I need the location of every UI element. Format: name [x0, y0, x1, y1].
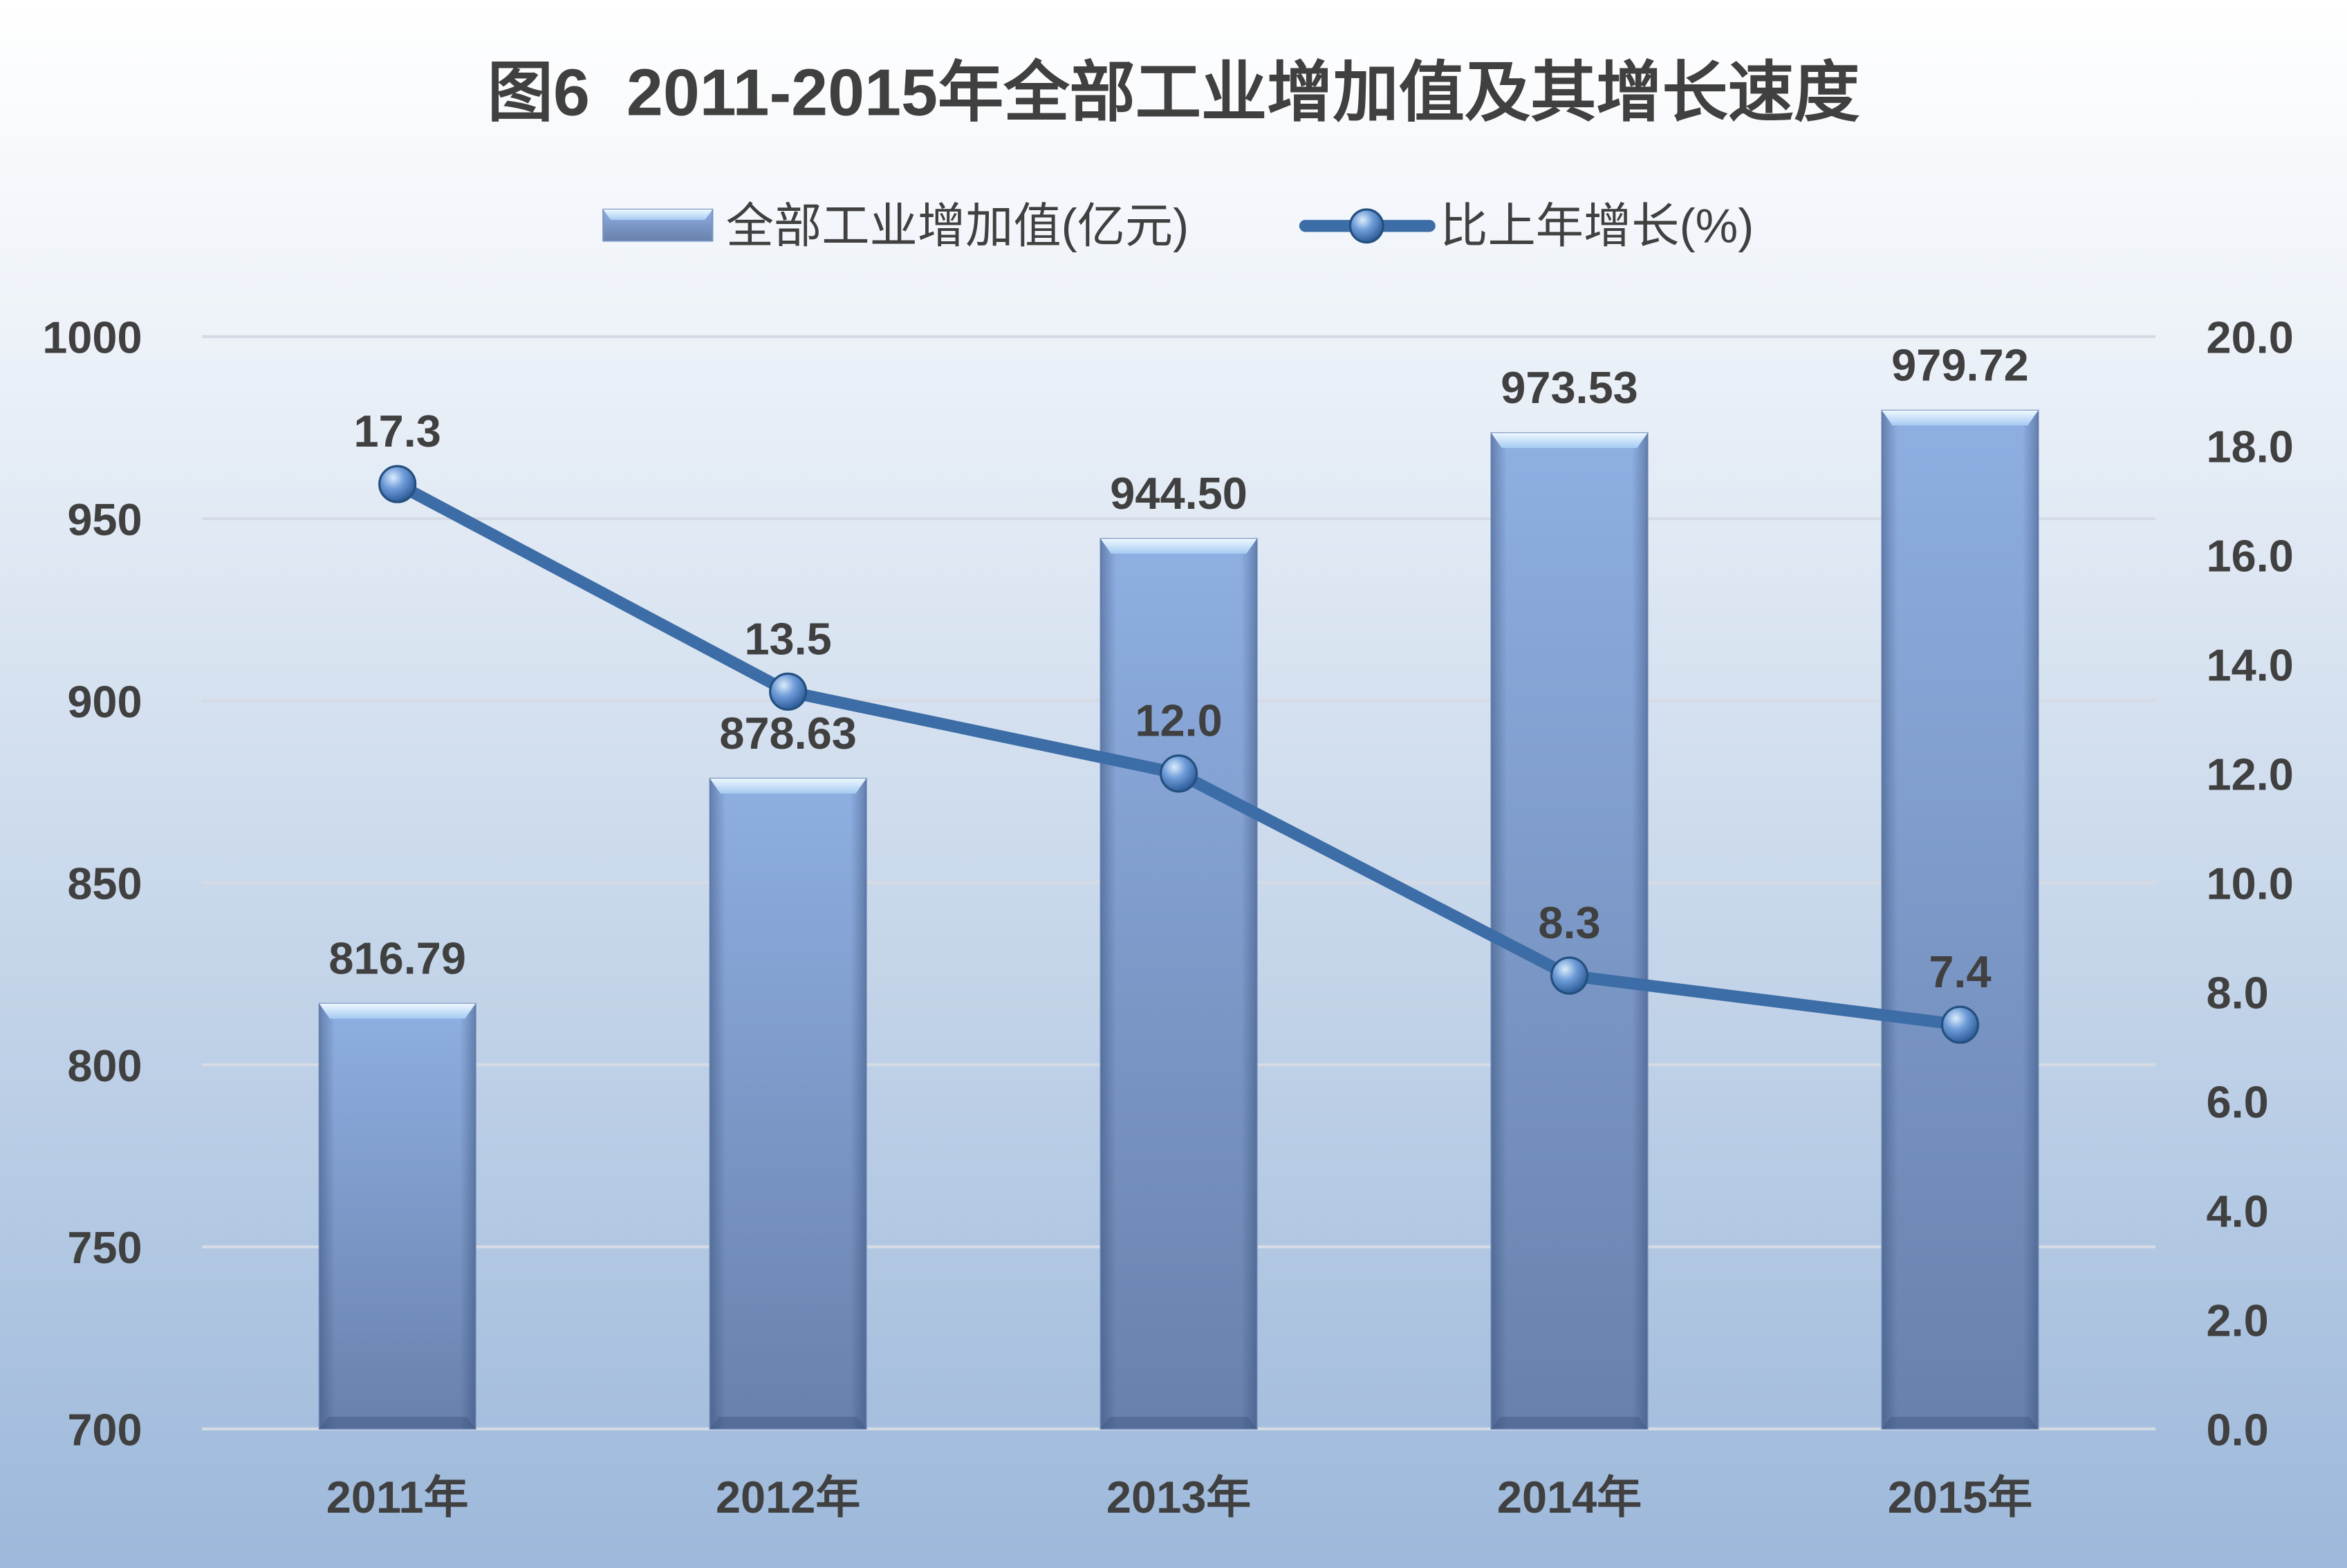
x-axis-tick-label-5: 2015年 — [1888, 1472, 2032, 1522]
legend-line-label: 比上年增长(%) — [1440, 199, 1754, 253]
growth-value-label-3: 12.0 — [1135, 696, 1222, 746]
bar-side-shading — [319, 1003, 476, 1429]
bar-value-label-1: 816.79 — [328, 933, 466, 983]
y2-axis-tick-label-2: 2.0 — [2207, 1296, 2269, 1346]
bar-2 — [709, 777, 867, 1430]
legend-bar-label: 全部工业增加值(亿元) — [726, 199, 1189, 253]
growth-marker-3 — [1159, 754, 1198, 793]
growth-marker-5 — [1940, 1005, 1980, 1044]
growth-value-label-5: 7.4 — [1929, 946, 1991, 997]
y2-axis-tick-label-5: 8.0 — [2207, 968, 2269, 1018]
y2-axis-tick-label-6: 10.0 — [2207, 859, 2294, 909]
bar-side-shading — [1100, 539, 1257, 1429]
bar-bottom-bevel — [319, 1417, 476, 1429]
bars — [318, 409, 2039, 1430]
bar-side-shading — [1882, 410, 2039, 1429]
y-axis-tick-label-800: 800 — [67, 1040, 142, 1091]
x-axis-tick-label-4: 2014年 — [1497, 1472, 1642, 1522]
bar-bottom-bevel — [1882, 1417, 2039, 1429]
legend-bar-swatch-bevel — [603, 209, 713, 221]
y2-axis-tick-label-8: 14.0 — [2207, 640, 2294, 691]
bar-value-label-4: 973.53 — [1501, 362, 1638, 413]
growth-value-label-2: 13.5 — [744, 613, 831, 664]
y2-axis-tick-label-9: 16.0 — [2207, 531, 2294, 581]
growth-series — [378, 465, 1980, 1044]
y2-axis-tick-label-3: 4.0 — [2207, 1186, 2269, 1237]
x-axis-tick-label-1: 2011年 — [326, 1472, 469, 1522]
legend-item-line: 比上年增长(%) — [1299, 199, 1754, 253]
y2-axis-tick-label-4: 6.0 — [2207, 1077, 2269, 1128]
x-axis-tick-label-2: 2012年 — [716, 1472, 860, 1522]
y2-axis-tick-label-1: 0.0 — [2207, 1405, 2269, 1455]
axes: 700 750 800 850 900 950 1000 0.0 2.0 4.0 6.0 8.0 10.… — [42, 312, 2294, 1522]
bar-1 — [318, 1002, 476, 1430]
data-labels: 816.79 878.63 944.50 973.53 979.72 17.3 13.5 12… — [328, 339, 2028, 997]
bar-3 — [1100, 538, 1258, 1430]
growth-marker-1 — [378, 465, 417, 503]
bar-top-bevel — [1491, 433, 1648, 448]
legend-line-marker — [1348, 208, 1384, 244]
y2-axis-tick-label-11: 20.0 — [2207, 312, 2294, 363]
x-axis-tick-label-3: 2013年 — [1106, 1472, 1251, 1522]
growth-value-label-4: 8.3 — [1538, 897, 1600, 948]
bar-top-bevel — [1882, 410, 2039, 426]
bar-value-label-5: 979.72 — [1891, 339, 2029, 390]
growth-marker-2 — [769, 672, 808, 711]
bar-value-label-3: 944.50 — [1110, 468, 1247, 519]
y-axis-tick-label-750: 750 — [67, 1222, 142, 1273]
legend: 全部工业增加值(亿元) 比上年增长(%) — [602, 199, 1754, 253]
y-axis-tick-label-1000: 1000 — [42, 312, 142, 363]
bar-bottom-bevel — [709, 1417, 866, 1429]
legend-item-bar: 全部工业增加值(亿元) — [602, 199, 1189, 253]
y-axis-tick-label-700: 700 — [67, 1405, 142, 1455]
y-axis-tick-label-900: 900 — [67, 676, 142, 727]
bar-top-bevel — [1100, 539, 1257, 554]
bar-5 — [1881, 409, 2039, 1430]
bar-bottom-bevel — [1100, 1417, 1257, 1429]
growth-value-label-1: 17.3 — [354, 406, 441, 456]
bar-bottom-bevel — [1491, 1417, 1648, 1429]
bar-top-bevel — [709, 778, 866, 794]
chart-title: 图6 2011-2015年全部工业增加值及其增长速度 — [488, 57, 1859, 130]
y2-axis-tick-label-10: 18.0 — [2207, 422, 2294, 472]
y2-axis-tick-label-7: 12.0 — [2207, 749, 2294, 800]
bar-side-shading — [709, 778, 866, 1429]
y-axis-tick-label-950: 950 — [67, 494, 142, 545]
y-axis-tick-label-850: 850 — [67, 859, 142, 909]
bar-4 — [1490, 432, 1649, 1430]
bar-value-label-2: 878.63 — [719, 708, 857, 758]
bar-top-bevel — [319, 1003, 476, 1019]
growth-marker-4 — [1550, 956, 1589, 995]
bar-side-shading — [1491, 433, 1648, 1429]
